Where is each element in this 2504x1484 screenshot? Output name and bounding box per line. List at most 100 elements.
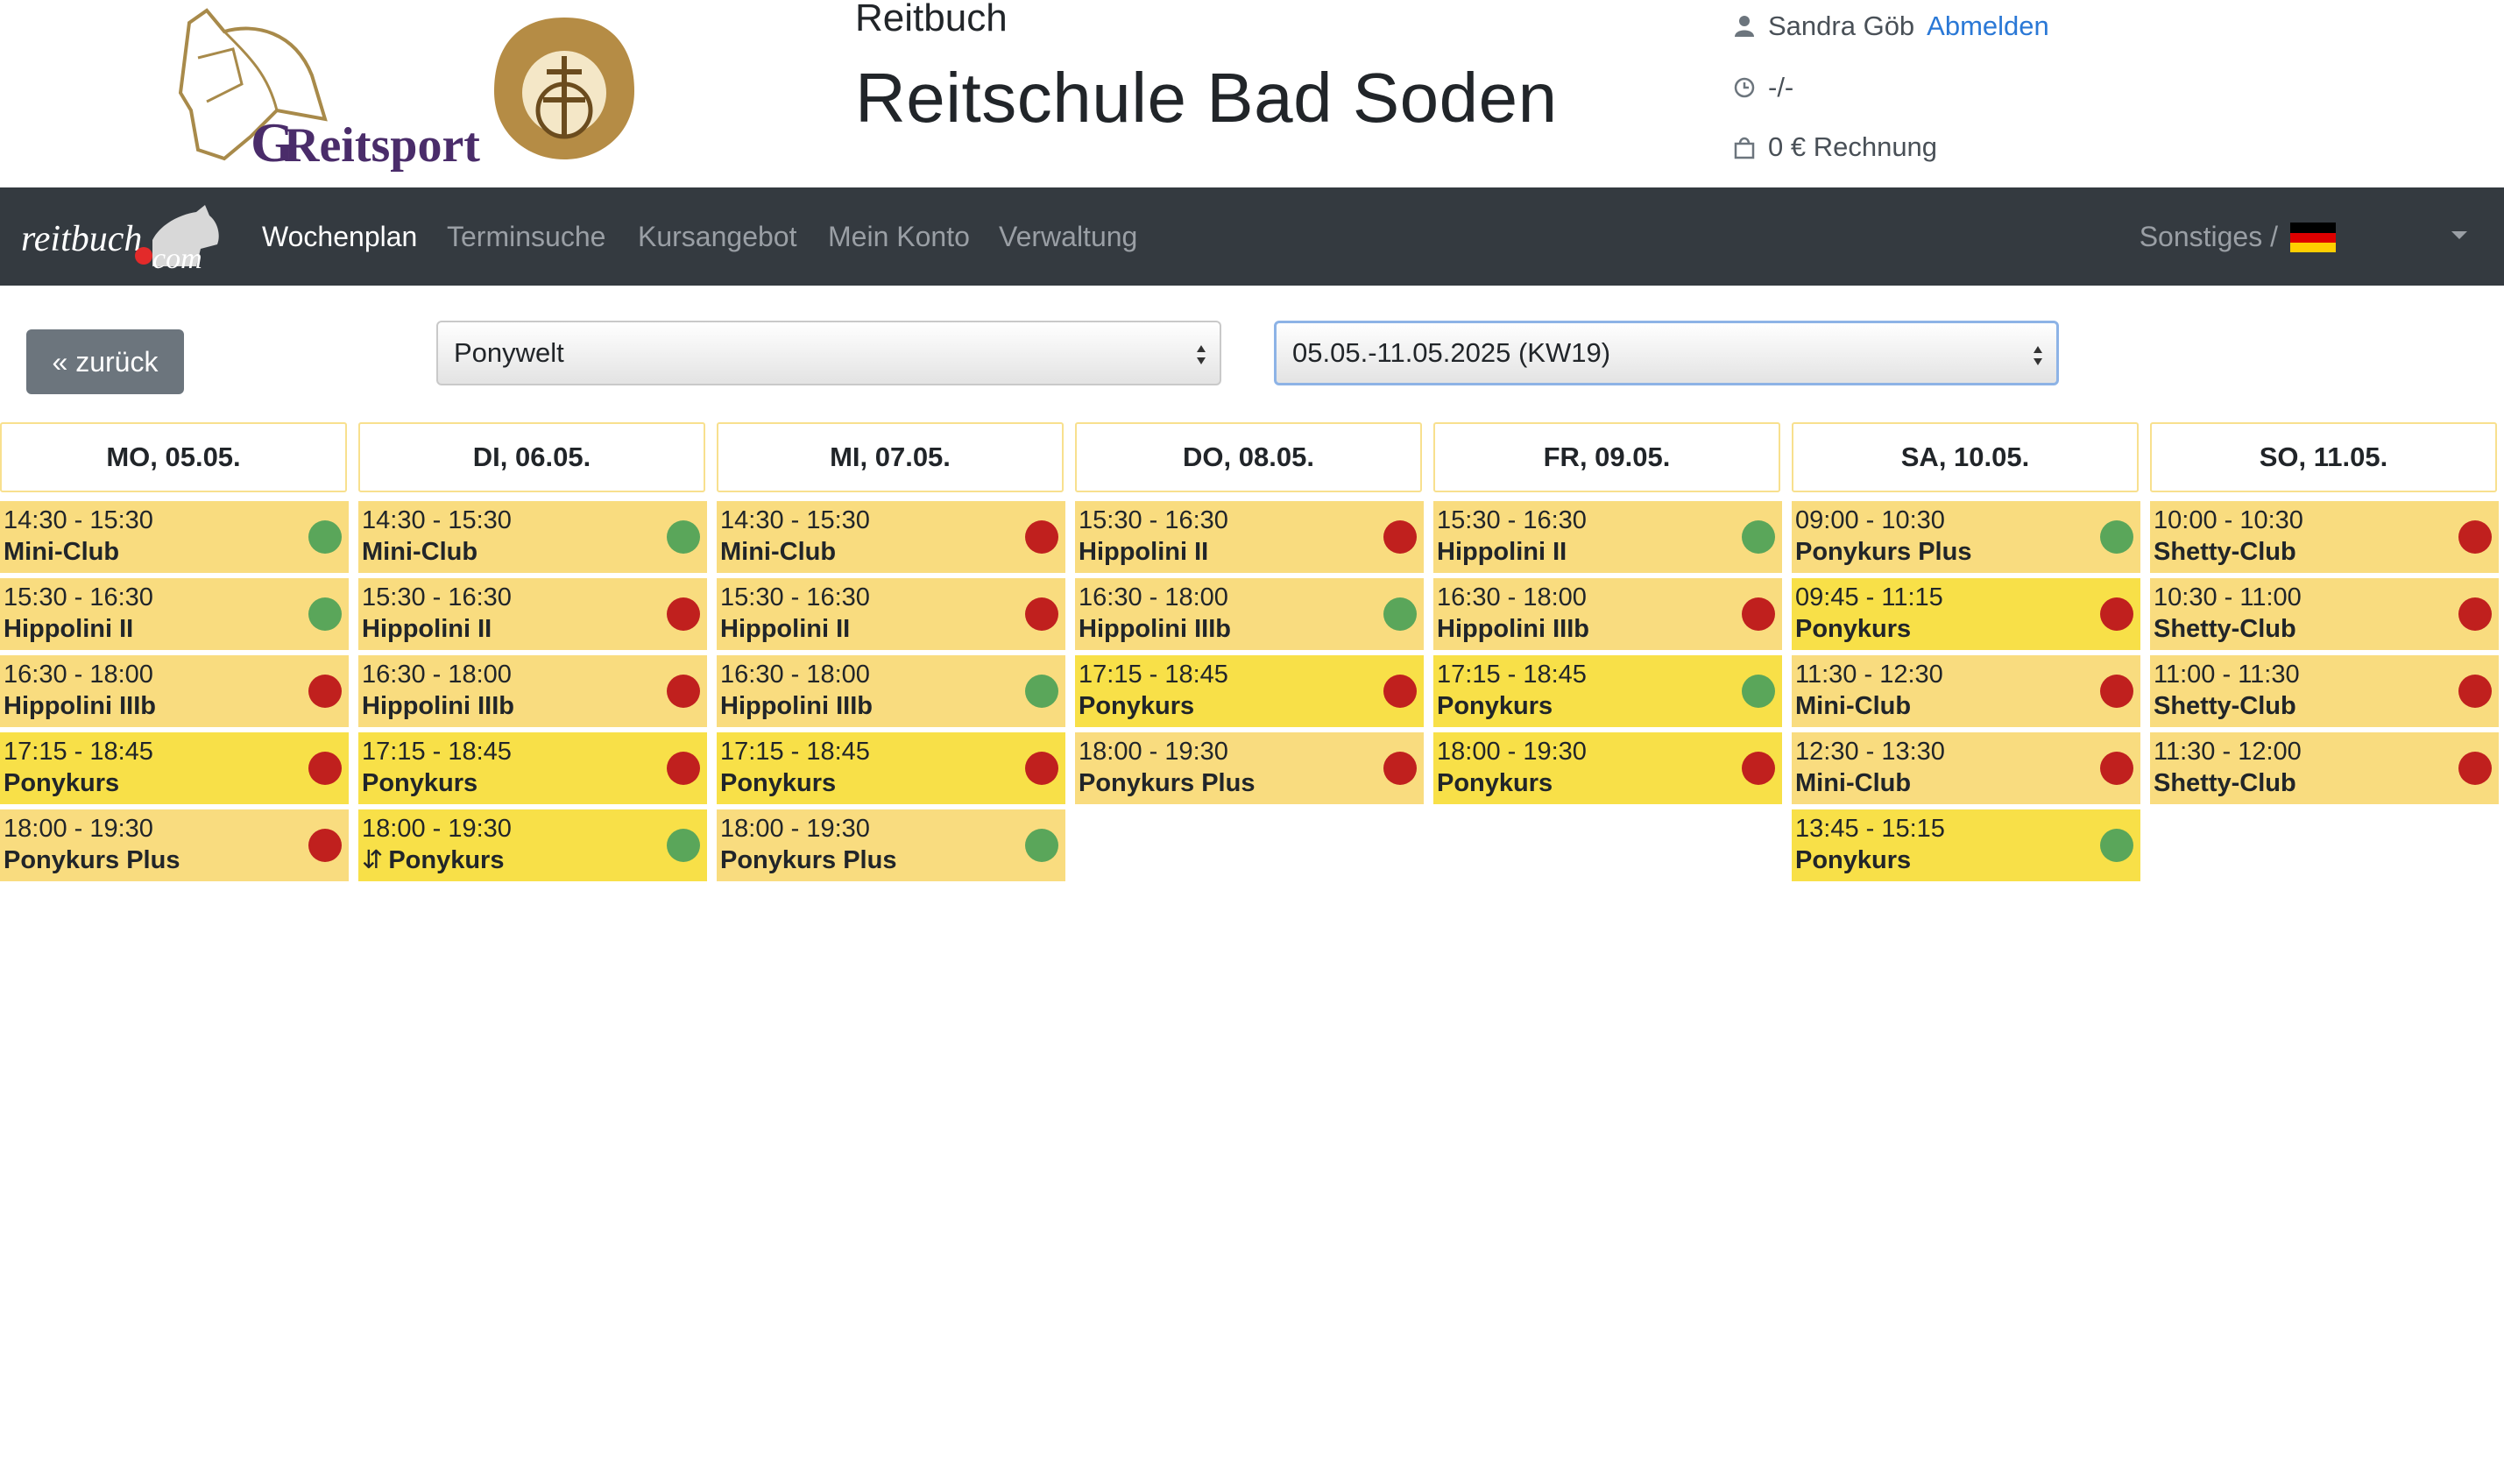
course-slot[interactable]: 11:00 - 11:30 Shetty-Club <box>2150 655 2499 727</box>
course-slot[interactable]: 17:15 - 18:45 Ponykurs <box>1433 655 1782 727</box>
course-slot[interactable]: 09:45 - 11:15 Ponykurs <box>1792 578 2140 650</box>
course-slot[interactable]: 15:30 - 16:30 Hippolini II <box>0 578 349 650</box>
slot-time: 18:00 - 19:30 <box>1437 738 1587 766</box>
slot-course-name: Mini-Club <box>1795 692 1912 720</box>
course-slot[interactable]: 12:30 - 13:30 Mini-Club <box>1792 732 2140 804</box>
course-slot[interactable]: 09:00 - 10:30 Ponykurs Plus <box>1792 501 2140 573</box>
day-header: DO, 08.05. <box>1075 422 1422 492</box>
available-status-dot <box>667 520 700 554</box>
course-slot[interactable]: 15:30 - 16:30 Hippolini II <box>1075 501 1424 573</box>
slot-time: 14:30 - 15:30 <box>4 506 153 534</box>
course-slot[interactable]: 10:30 - 11:00 Shetty-Club <box>2150 578 2499 650</box>
slot-course-row: Hippolini II <box>362 613 707 645</box>
back-button[interactable]: « zurück <box>26 329 184 394</box>
slot-time: 18:00 - 19:30 <box>362 815 512 843</box>
slot-time: 09:00 - 10:30 <box>1795 506 1945 534</box>
course-slot[interactable]: 18:00 - 19:30 Ponykurs <box>1433 732 1782 804</box>
slot-course-name: Ponykurs Plus <box>1795 538 1972 566</box>
course-slot[interactable]: 10:00 - 10:30 Shetty-Club <box>2150 501 2499 573</box>
svg-text:reitbuch: reitbuch <box>21 219 142 259</box>
slot-time: 18:00 - 19:30 <box>4 815 153 843</box>
course-slot[interactable]: 15:30 - 16:30 Hippolini II <box>358 578 707 650</box>
course-slot[interactable]: 14:30 - 15:30 Mini-Club <box>358 501 707 573</box>
logout-link[interactable]: Abmelden <box>1927 11 2049 41</box>
slot-course-row: Hippolini IIIb <box>4 690 349 722</box>
course-slot[interactable]: 16:30 - 18:00 Hippolini IIIb <box>1433 578 1782 650</box>
slot-time: 13:45 - 15:15 <box>1795 815 1945 843</box>
slot-course-row: Ponykurs <box>1795 844 2140 876</box>
course-slot[interactable]: 13:45 - 15:15 Ponykurs <box>1792 809 2140 881</box>
slot-course-row: ⇵ Ponykurs <box>362 844 707 876</box>
page-title: Reitschule Bad Soden <box>855 59 1558 137</box>
reitbuch-brand-logo[interactable]: reitbuch com <box>21 205 223 273</box>
slot-course-row: Ponykurs <box>720 767 1065 799</box>
day-header: SA, 10.05. <box>1792 422 2139 492</box>
area-select[interactable]: Ponywelt <box>436 321 1221 385</box>
slot-course-name: Ponykurs <box>720 769 837 797</box>
available-status-dot <box>1383 597 1417 631</box>
slot-course-row: Hippolini IIIb <box>1437 613 1782 645</box>
slot-time: 15:30 - 16:30 <box>720 583 870 611</box>
full-status-dot <box>1025 752 1058 785</box>
slot-course-row: Mini-Club <box>1795 767 2140 799</box>
slot-course-row: Ponykurs <box>362 767 707 799</box>
course-slot[interactable]: 15:30 - 16:30 Hippolini II <box>1433 501 1782 573</box>
nav-verwaltung[interactable]: Verwaltung <box>999 221 1138 252</box>
nav-wochenplan[interactable]: Wochenplan <box>262 221 418 252</box>
course-slot[interactable]: 14:30 - 15:30 Mini-Club <box>0 501 349 573</box>
day-header: MO, 05.05. <box>0 422 347 492</box>
available-status-dot <box>308 520 342 554</box>
invoice-row: 0 € Rechnung <box>1733 131 1937 163</box>
slot-time: 16:30 - 18:00 <box>720 661 870 689</box>
slot-time: 12:30 - 13:30 <box>1795 738 1945 766</box>
full-status-dot <box>1383 752 1417 785</box>
slot-course-row: Ponykurs <box>1437 767 1782 799</box>
select-arrows-icon <box>2034 346 2042 365</box>
full-status-dot <box>667 597 700 631</box>
course-slot[interactable]: 14:30 - 15:30 Mini-Club <box>717 501 1065 573</box>
slot-course-row: Mini-Club <box>720 536 1065 568</box>
chevron-down-icon[interactable] <box>2451 231 2467 239</box>
nav-mein-konto[interactable]: Mein Konto <box>828 221 970 252</box>
full-status-dot <box>2458 597 2492 631</box>
slot-time: 10:30 - 11:00 <box>2154 583 2302 611</box>
slot-course-name: Hippolini IIIb <box>362 692 514 720</box>
slot-course-name: Mini-Club <box>4 538 120 566</box>
slot-time: 17:15 - 18:45 <box>362 738 512 766</box>
course-slot[interactable]: 11:30 - 12:30 Mini-Club <box>1792 655 2140 727</box>
slot-course-name: Mini-Club <box>362 538 478 566</box>
full-status-dot <box>667 752 700 785</box>
course-slot[interactable]: 18:00 - 19:30 Ponykurs Plus <box>0 809 349 881</box>
nav-kursangebot[interactable]: Kursangebot <box>638 221 797 252</box>
course-slot[interactable]: 18:00 - 19:30 Ponykurs Plus <box>717 809 1065 881</box>
full-status-dot <box>308 675 342 708</box>
course-slot[interactable]: 15:30 - 16:30 Hippolini II <box>717 578 1065 650</box>
available-status-dot <box>1742 520 1775 554</box>
course-slot[interactable]: 16:30 - 18:00 Hippolini IIIb <box>717 655 1065 727</box>
slot-course-row: Mini-Club <box>1795 690 2140 722</box>
nav-terminsuche[interactable]: Terminsuche <box>447 221 606 252</box>
slot-time: 16:30 - 18:00 <box>1437 583 1587 611</box>
week-select[interactable]: 05.05.-11.05.2025 (KW19) <box>1274 321 2059 385</box>
course-slot[interactable]: 17:15 - 18:45 Ponykurs <box>1075 655 1424 727</box>
clock-icon <box>1734 77 1755 98</box>
full-status-dot <box>2100 675 2133 708</box>
slot-time: 18:00 - 19:30 <box>1079 738 1228 766</box>
slot-course-row: Mini-Club <box>362 536 707 568</box>
course-slot[interactable]: 16:30 - 18:00 Hippolini IIIb <box>1075 578 1424 650</box>
invoice-link[interactable]: 0 € Rechnung <box>1768 131 1938 162</box>
course-slot[interactable]: 11:30 - 12:00 Shetty-Club <box>2150 732 2499 804</box>
time-row: -/- <box>1733 72 1793 103</box>
course-slot[interactable]: 17:15 - 18:45 Ponykurs <box>0 732 349 804</box>
nav-sonstiges-dropdown[interactable]: Sonstiges / <box>2140 221 2336 253</box>
course-slot[interactable]: 17:15 - 18:45 Ponykurs <box>717 732 1065 804</box>
available-status-dot <box>1025 829 1058 862</box>
course-slot[interactable]: 16:30 - 18:00 Hippolini IIIb <box>358 655 707 727</box>
course-slot[interactable]: 18:00 - 19:30 Ponykurs Plus <box>1075 732 1424 804</box>
slot-course-name: Mini-Club <box>1795 769 1912 797</box>
full-status-dot <box>1383 520 1417 554</box>
course-slot[interactable]: 16:30 - 18:00 Hippolini IIIb <box>0 655 349 727</box>
slot-course-row: Hippolini II <box>1079 536 1424 568</box>
course-slot[interactable]: 18:00 - 19:30 ⇵ Ponykurs <box>358 809 707 881</box>
course-slot[interactable]: 17:15 - 18:45 Ponykurs <box>358 732 707 804</box>
